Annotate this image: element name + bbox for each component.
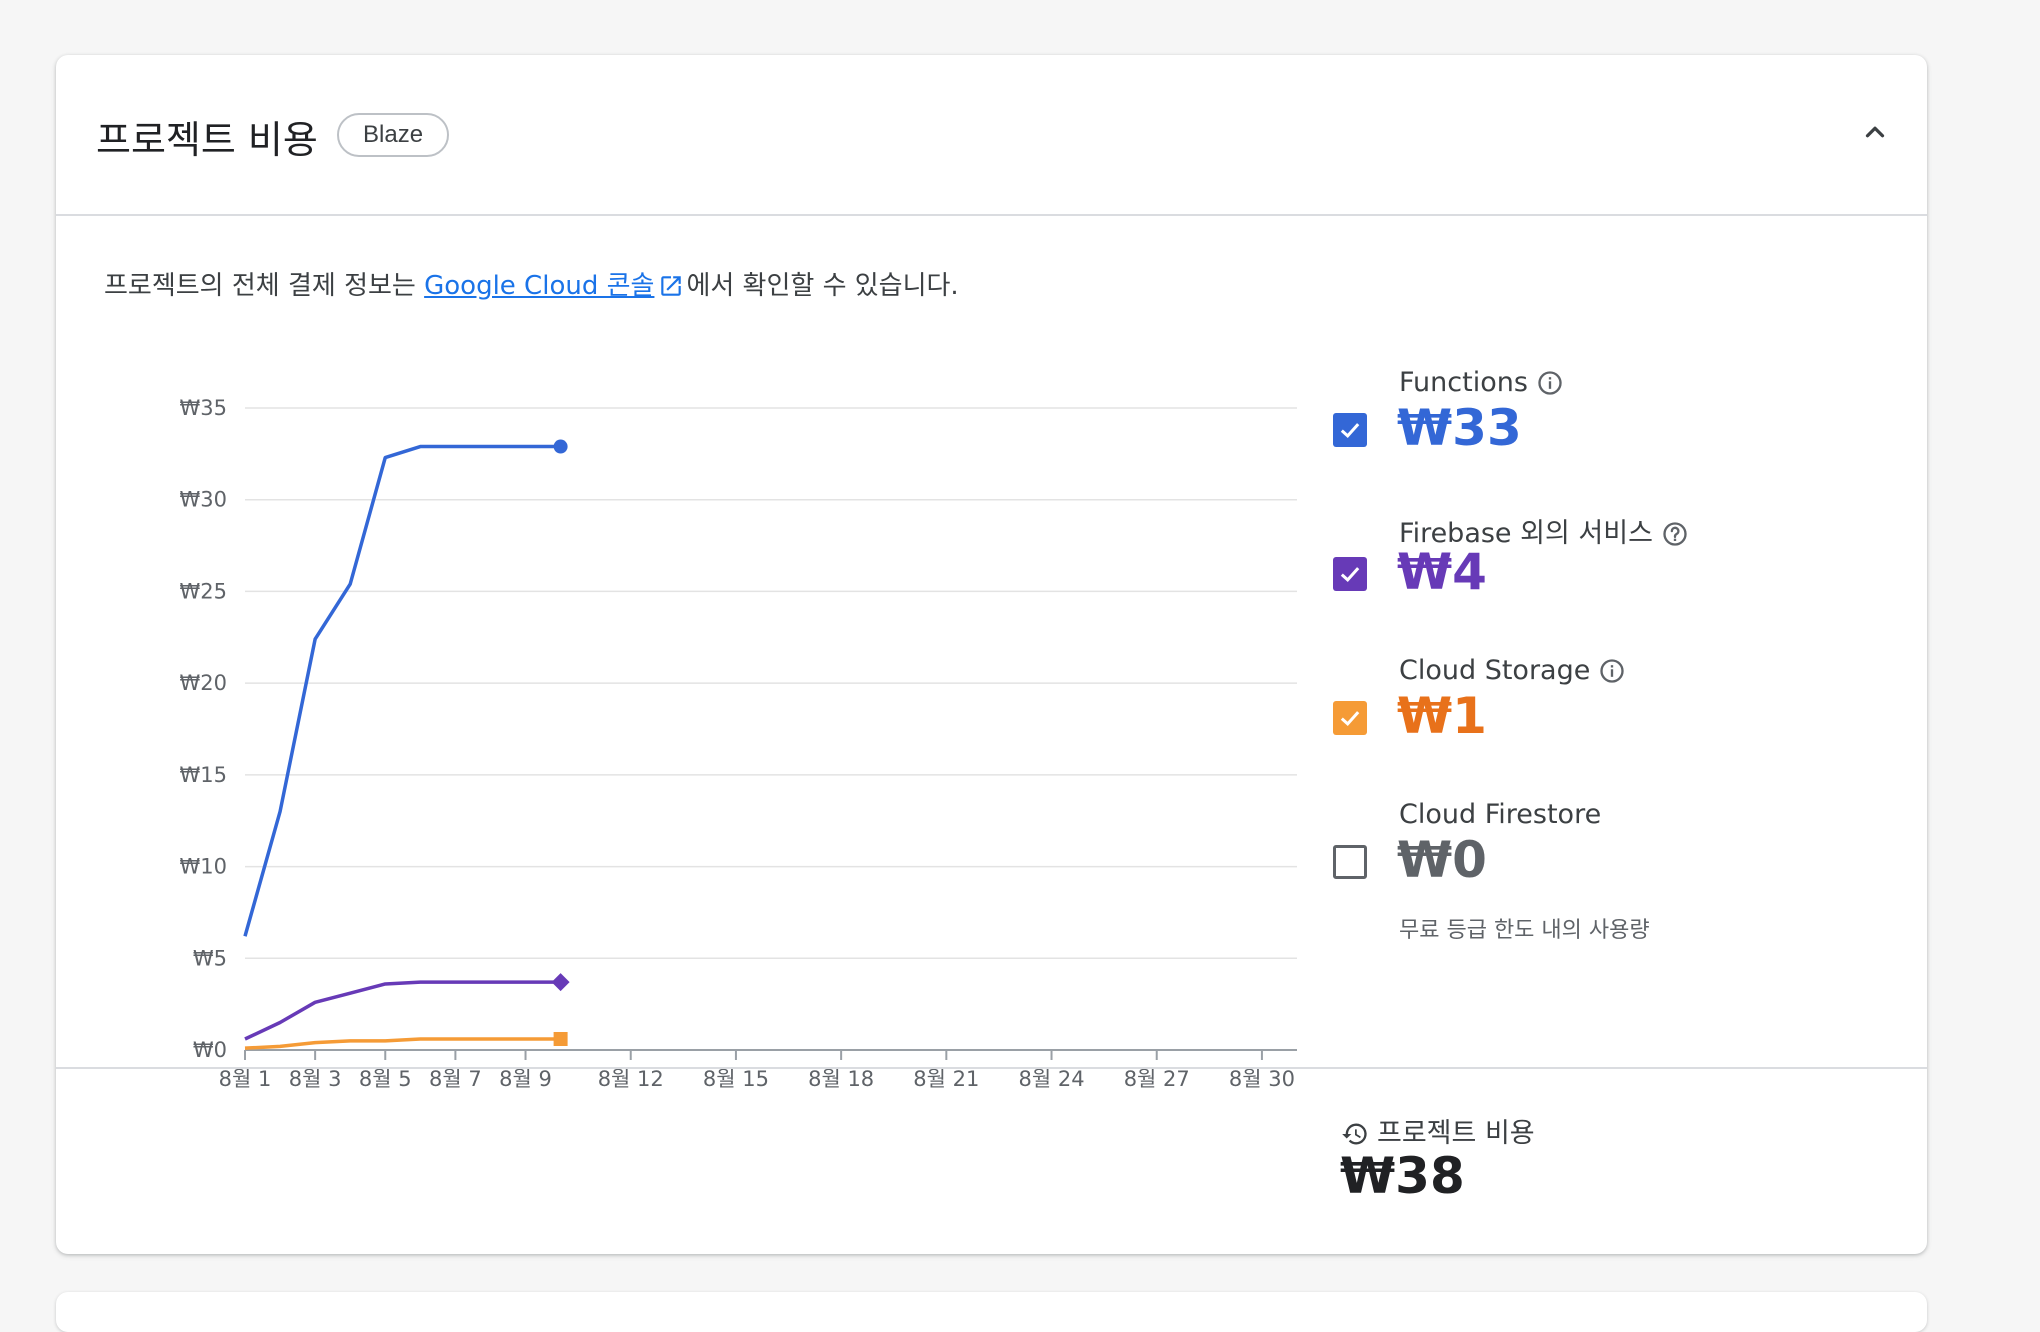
cost-legend: Functions ₩33 Firebase 외의 서비스 ₩4 Cloud S…	[1311, 355, 1911, 943]
legend-name: Cloud Firestore	[1399, 799, 1602, 830]
cloud-storage-checkbox[interactable]	[1333, 701, 1367, 735]
legend-name: Functions	[1399, 367, 1564, 398]
help-icon[interactable]	[1661, 520, 1689, 548]
y-tick-label: ₩20	[180, 671, 228, 695]
y-tick-label: ₩30	[180, 488, 228, 512]
x-tick-label: 8월 12	[598, 1067, 664, 1091]
project-cost-card: 프로젝트 비용 Blaze 프로젝트의 전체 결제 정보는 Google Clo…	[56, 55, 1927, 1254]
billing-info-suffix: 에서 확인할 수 있습니다.	[686, 271, 959, 301]
y-tick-label: ₩10	[180, 855, 228, 879]
checkmark-icon	[1340, 711, 1360, 726]
card-header[interactable]: 프로젝트 비용 Blaze	[56, 55, 1927, 215]
total-cost-value: ₩38	[1340, 1147, 1465, 1205]
legend-name: Cloud Storage	[1399, 655, 1626, 686]
legend-item-non-firebase-services: Firebase 외의 서비스 ₩4	[1311, 499, 1911, 643]
plan-badge: Blaze	[337, 113, 450, 157]
functions-checkbox[interactable]	[1333, 413, 1367, 447]
cloud-storage-end-marker	[553, 1031, 568, 1046]
x-tick-label: 8월 3	[289, 1067, 342, 1091]
x-tick-label: 8월 18	[808, 1067, 874, 1091]
y-tick-label: ₩0	[193, 1038, 227, 1062]
cost-line-chart: ₩0 ₩5 ₩10 ₩15 ₩20 ₩25 ₩30 ₩35 8월 1 8월 3 8월 5 8월 7 8월…	[180, 396, 1297, 1091]
free-tier-note: 무료 등급 한도 내의 사용량	[1399, 918, 1650, 943]
legend-value: ₩0	[1397, 831, 1487, 889]
x-tick-label: 8월 9	[499, 1067, 552, 1091]
functions-series-line	[243, 444, 561, 937]
y-tick-label: ₩35	[180, 396, 228, 420]
y-tick-label: ₩25	[180, 579, 228, 603]
header-divider	[56, 214, 1927, 216]
x-tick-label: 8월 21	[913, 1067, 979, 1091]
billing-info-text: 프로젝트의 전체 결제 정보는 Google Cloud 콘솔 에서 확인할 수 …	[104, 265, 959, 302]
google-cloud-console-link[interactable]: Google Cloud 콘솔	[424, 271, 655, 301]
total-cost-label: 프로젝트 비용	[1341, 1111, 1535, 1150]
x-tick-label: 8월 27	[1124, 1067, 1190, 1091]
open-in-new-icon[interactable]	[658, 273, 684, 299]
legend-value: ₩33	[1397, 399, 1522, 457]
billing-info-prefix: 프로젝트의 전체 결제 정보는	[104, 271, 425, 301]
x-tick-label: 8월 1	[219, 1067, 272, 1091]
cloud-storage-series-line	[244, 1037, 561, 1050]
checkmark-icon	[1340, 567, 1360, 582]
chevron-up-icon[interactable]	[1860, 117, 1890, 147]
card-title: 프로젝트 비용	[96, 118, 318, 162]
non-firebase-services-series-line	[244, 980, 561, 1041]
x-tick-label: 8월 5	[359, 1067, 412, 1091]
info-icon[interactable]	[1536, 369, 1564, 397]
history-icon	[1342, 1123, 1367, 1145]
info-icon[interactable]	[1598, 657, 1626, 685]
legend-item-cloud-firestore: Cloud Firestore ₩0 무료 등급 한도 내의 사용량	[1311, 787, 1911, 943]
legend-value: ₩1	[1397, 687, 1487, 745]
x-tick-label: 8월 7	[429, 1067, 482, 1091]
x-tick-label: 8월 30	[1229, 1067, 1295, 1091]
non-firebase-services-end-marker	[551, 973, 570, 992]
x-tick-label: 8월 24	[1018, 1067, 1084, 1091]
footer-divider	[56, 1067, 1927, 1069]
legend-item-cloud-storage: Cloud Storage ₩1	[1311, 643, 1911, 787]
legend-name: Firebase 외의 서비스	[1399, 511, 1689, 550]
cloud-firestore-checkbox[interactable]	[1333, 845, 1367, 879]
functions-end-marker	[553, 439, 568, 454]
y-tick-label: ₩15	[180, 763, 228, 787]
checkmark-icon	[1340, 423, 1360, 438]
non-firebase-services-checkbox[interactable]	[1333, 557, 1367, 591]
legend-value: ₩4	[1397, 543, 1487, 601]
legend-item-functions: Functions ₩33	[1311, 355, 1911, 499]
y-tick-label: ₩5	[193, 946, 227, 970]
next-card	[56, 1292, 1927, 1332]
x-tick-label: 8월 15	[703, 1067, 769, 1091]
